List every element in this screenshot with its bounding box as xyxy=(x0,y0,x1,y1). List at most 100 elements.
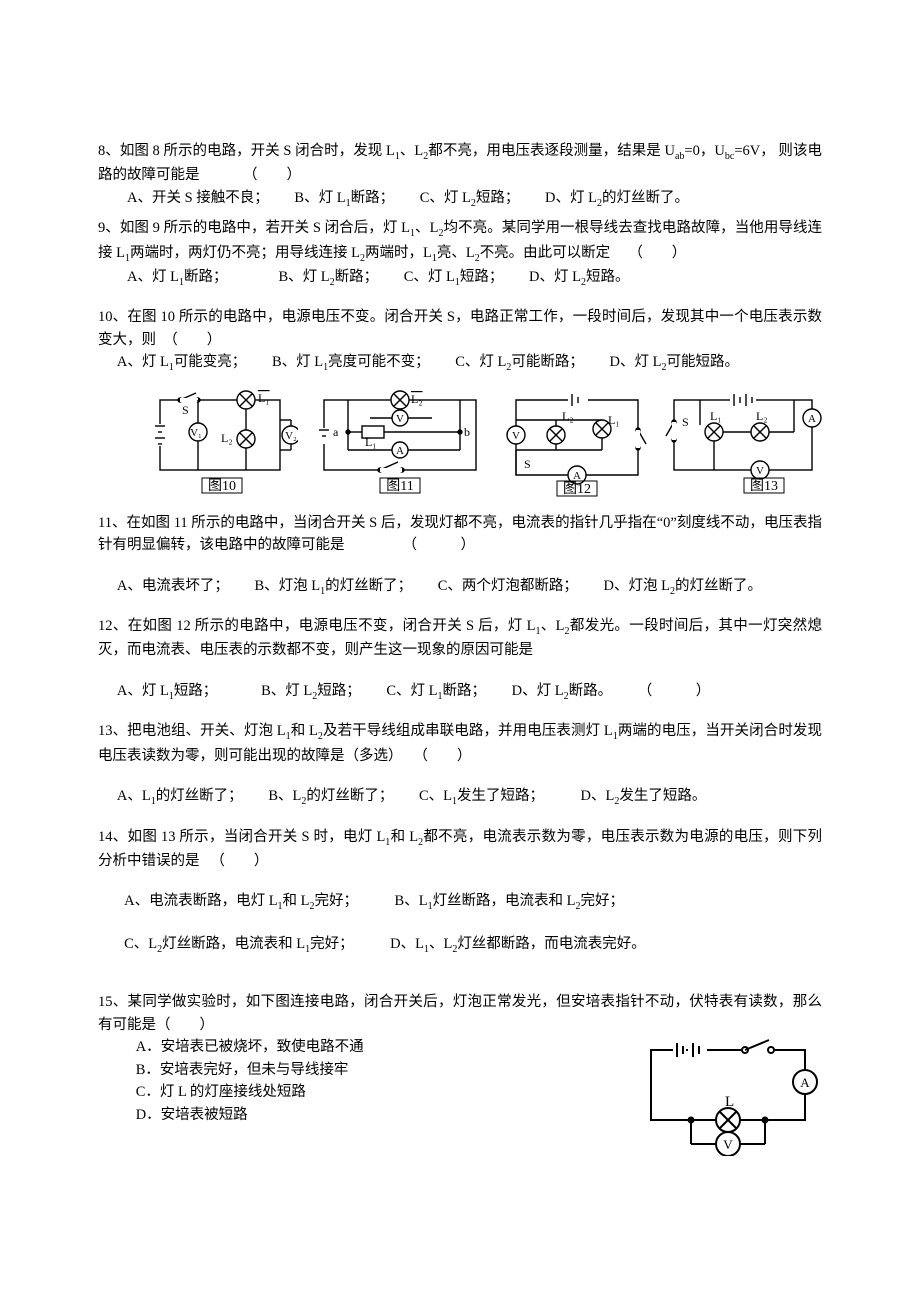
q14-options: A、电流表断路，电灯 L1和 L2完好； B、L1灯丝断路，电流表和 L2完好；… xyxy=(98,890,822,957)
text: 的灯丝断了； xyxy=(325,578,412,594)
option-a: A、灯 L1短路； xyxy=(117,680,217,704)
text: 两端时，两灯仍不亮；用导线连接 L xyxy=(130,245,360,261)
option-d: D、灯 L2断路。 xyxy=(512,680,612,704)
text: 短路； xyxy=(174,683,218,699)
svg-text:L₂: L₂ xyxy=(221,431,233,445)
svg-text:V₁: V₁ xyxy=(190,427,202,439)
text: 的灯丝断了； xyxy=(156,788,243,804)
q15-stem: 15、某同学做实验时，如下图连接电路，闭合开关后，灯泡正常发光，但安培表指针不动… xyxy=(98,991,822,1036)
answer-paren: （ ） xyxy=(163,332,221,348)
option-b: B、灯 L1亮度可能不变； xyxy=(272,351,430,375)
text: B、灯 L xyxy=(261,683,312,699)
q13-options: A、L1的灯丝断了； B、L2的灯丝断了； C、L1发生了短路； D、L2发生了… xyxy=(98,785,822,809)
q11-options: A、电流表坏了； B、灯泡 L1的灯丝断了； C、两个灯泡都断路； D、灯泡 L… xyxy=(98,575,822,599)
svg-text:S: S xyxy=(524,457,531,471)
text: 灯丝断路，电流表和 L xyxy=(162,936,305,952)
svg-text:A: A xyxy=(396,445,404,457)
fig-label: 图12 xyxy=(563,482,591,497)
text: 、L xyxy=(429,936,452,952)
text: 短路； xyxy=(317,683,361,699)
option-c: C、L1发生了短路； xyxy=(419,785,544,809)
text: A、灯 L xyxy=(117,683,169,699)
text: 断路； xyxy=(184,269,228,285)
text: 发生了短路； xyxy=(457,788,544,804)
text: A、灯 L xyxy=(117,354,169,370)
q14-stem: 14、如图 13 所示，当闭合开关 S 时，电灯 L1和 L2都不亮，电流表示数… xyxy=(98,826,822,873)
option-b: B、L2的灯丝断了； xyxy=(268,785,393,809)
svg-text:L₂: L₂ xyxy=(411,392,423,406)
text: 、L xyxy=(415,220,438,236)
q11-stem: 11、在如图 11 所示的电路中，当闭合开关 S 后，发现灯都不亮，电流表的指针… xyxy=(98,512,822,557)
text: 断路。 xyxy=(569,683,613,699)
text: B、灯 L xyxy=(278,269,329,285)
option-d: D、L2发生了短路。 xyxy=(581,785,707,809)
text: 完好； xyxy=(315,893,359,909)
option-c: C、两个灯泡都断路； xyxy=(438,575,578,597)
text: 可能短路。 xyxy=(666,354,739,370)
text: 14、如图 13 所示，当闭合开关 S 时，电灯 L xyxy=(98,829,385,845)
option-b: B、灯泡 L1的灯丝断了； xyxy=(254,575,412,599)
question-13: 13、把电池组、开关、灯泡 L1和 L2及若干导线组成串联电路，并用电压表测灯 … xyxy=(98,720,822,809)
svg-text:A: A xyxy=(573,470,581,482)
fig-label: 图11 xyxy=(386,479,413,494)
svg-text:V: V xyxy=(756,465,764,477)
text: 可能断路； xyxy=(511,354,584,370)
text: A、电流表断路，电灯 L xyxy=(124,893,277,909)
svg-text:V: V xyxy=(512,430,520,442)
ammeter-label: A xyxy=(800,1075,810,1090)
text: 12、在如图 12 所示的电路中，电源电压不变，闭合开关 S 后，灯 L xyxy=(98,618,535,634)
option-d: D、L1、L2灯丝都断路，而电流表完好。 xyxy=(390,933,646,957)
figure-row: S V₁ V₂ L₁ L₂ 图10 xyxy=(146,390,822,498)
text: 发生了短路。 xyxy=(619,788,706,804)
text: 断路； xyxy=(443,683,487,699)
text: B、灯 L xyxy=(294,190,345,206)
text: 不亮。由此可以断定 xyxy=(480,245,611,261)
text: 、L xyxy=(400,143,423,159)
text: A、开关 S 接触不良； xyxy=(127,190,269,206)
text: B、L xyxy=(395,893,428,909)
svg-text:L₂: L₂ xyxy=(562,409,574,423)
svg-text:L₁: L₁ xyxy=(258,391,270,405)
text: A、电流表坏了； xyxy=(117,578,229,594)
circuit-fig-12: V A L₂ L₁ S 图12 xyxy=(502,390,652,498)
fig-label: 图10 xyxy=(208,479,236,494)
lamp-label: L xyxy=(725,1094,734,1110)
q12-stem: 12、在如图 12 所示的电路中，电源电压不变，闭合开关 S 后，灯 L1、L2… xyxy=(98,615,822,662)
circuit-fig-15: L A V xyxy=(637,1036,822,1163)
option-b: B、灯 L2短路； xyxy=(261,680,361,704)
text: D、灯 L xyxy=(545,190,597,206)
text: 的灯丝断了。 xyxy=(675,578,762,594)
text: D、L xyxy=(581,788,615,804)
text: 完好； xyxy=(310,936,354,952)
text: C、L xyxy=(419,788,452,804)
text: 可能变亮； xyxy=(174,354,247,370)
text: 和 L xyxy=(283,893,310,909)
text: C、两个灯泡都断路； xyxy=(438,578,578,594)
answer-paren: （ ） xyxy=(210,853,268,869)
text: 断路； xyxy=(351,190,395,206)
text: A、L xyxy=(117,788,151,804)
question-12: 12、在如图 12 所示的电路中，电源电压不变，闭合开关 S 后，灯 L1、L2… xyxy=(98,615,822,704)
text: B、L xyxy=(268,788,301,804)
circuit-fig-11: a b L₂ L₁ V A 图11 xyxy=(310,390,490,498)
question-15: 15、某同学做实验时，如下图连接电路，闭合开关后，灯泡正常发光，但安培表指针不动… xyxy=(98,991,822,1171)
text: 9、如图 9 所示的电路中，若开关 S 闭合后，灯 L xyxy=(98,220,410,236)
option-a: A、灯 L1断路； xyxy=(127,266,227,290)
text: 断路； xyxy=(335,269,379,285)
text: D、灯 L xyxy=(512,683,564,699)
text: 亮度可能不变； xyxy=(328,354,430,370)
answer-paren: （ ） xyxy=(413,748,471,764)
circuit-fig-13: S L₁ L₂ A V 图13 xyxy=(664,390,822,498)
svg-text:S: S xyxy=(182,403,189,417)
text: 灯丝断路，电流表和 L xyxy=(433,893,576,909)
text: D、L xyxy=(390,936,424,952)
svg-text:b: b xyxy=(464,425,470,439)
option-a: A、L1的灯丝断了； xyxy=(117,785,243,809)
text: C、灯 L xyxy=(404,269,455,285)
option-c: C、L2灯丝断路，电流表和 L1完好； xyxy=(124,933,354,957)
text: 和 L xyxy=(390,829,418,845)
svg-text:V: V xyxy=(396,413,404,425)
question-8: 8、如图 8 所示的电路，开关 S 闭合时，发现 L1、L2都不亮，用电压表逐段… xyxy=(98,140,822,211)
option-c: C、灯 L2短路； xyxy=(420,187,520,211)
text: A、灯 L xyxy=(127,269,179,285)
